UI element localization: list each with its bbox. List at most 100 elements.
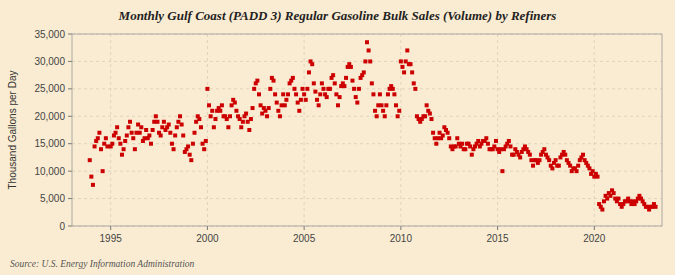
point bbox=[284, 98, 288, 102]
tick-mark bbox=[594, 226, 595, 230]
point bbox=[228, 114, 232, 118]
point bbox=[97, 131, 101, 135]
point bbox=[333, 81, 337, 85]
grid-line bbox=[72, 143, 662, 144]
point bbox=[96, 136, 100, 140]
tick-mark bbox=[304, 226, 305, 230]
point bbox=[331, 73, 335, 77]
point bbox=[189, 158, 193, 162]
axis-label: Thousand Gallons per Day bbox=[7, 71, 18, 190]
point bbox=[616, 197, 620, 201]
point bbox=[368, 59, 372, 63]
point bbox=[151, 128, 155, 132]
tick-mark bbox=[110, 226, 111, 230]
point bbox=[128, 120, 132, 124]
point bbox=[292, 87, 296, 91]
point bbox=[425, 103, 429, 107]
point bbox=[281, 92, 285, 96]
tick-mark bbox=[68, 61, 72, 62]
point bbox=[149, 142, 153, 146]
point bbox=[357, 87, 361, 91]
tick-mark bbox=[68, 226, 72, 227]
title: Monthly Gulf Coast (PADD 3) Regular Gaso… bbox=[118, 8, 557, 23]
point bbox=[654, 205, 658, 209]
tick-label: 35,000 bbox=[34, 29, 65, 40]
point bbox=[410, 70, 414, 74]
point bbox=[249, 117, 253, 121]
point bbox=[581, 153, 585, 157]
point bbox=[405, 48, 409, 52]
point bbox=[155, 120, 159, 124]
tick-mark bbox=[400, 226, 401, 230]
tick-mark bbox=[68, 198, 72, 199]
tick-mark bbox=[68, 34, 72, 35]
point bbox=[212, 125, 216, 129]
point bbox=[370, 81, 374, 85]
point bbox=[283, 103, 287, 107]
point bbox=[304, 98, 308, 102]
point bbox=[147, 133, 151, 137]
point bbox=[463, 147, 467, 151]
tick-mark bbox=[497, 226, 498, 230]
point bbox=[138, 131, 142, 135]
point bbox=[120, 153, 124, 157]
tick-label: 20,000 bbox=[34, 111, 65, 122]
point bbox=[275, 101, 279, 105]
point bbox=[154, 114, 158, 118]
point bbox=[470, 153, 474, 157]
point bbox=[500, 169, 504, 173]
point bbox=[299, 98, 303, 102]
grid-line bbox=[207, 34, 208, 226]
point bbox=[125, 133, 129, 137]
point bbox=[318, 92, 322, 96]
point bbox=[400, 65, 404, 69]
point bbox=[257, 92, 261, 96]
point bbox=[563, 153, 567, 157]
chart: 05,00010,00015,00020,00025,00030,00035,0… bbox=[0, 0, 675, 275]
background bbox=[0, 0, 675, 275]
point bbox=[365, 40, 369, 44]
point bbox=[413, 87, 417, 91]
point bbox=[162, 120, 166, 124]
point bbox=[130, 131, 134, 135]
grid-line bbox=[594, 34, 595, 226]
point bbox=[126, 125, 130, 129]
point bbox=[350, 79, 354, 83]
point bbox=[173, 133, 177, 137]
point bbox=[550, 166, 554, 170]
point bbox=[336, 103, 340, 107]
point bbox=[302, 92, 306, 96]
point bbox=[209, 114, 213, 118]
point bbox=[88, 158, 92, 162]
point bbox=[239, 125, 243, 129]
point bbox=[612, 191, 616, 195]
tick-label: 15,000 bbox=[34, 138, 65, 149]
point bbox=[310, 62, 314, 66]
point bbox=[431, 131, 435, 135]
point bbox=[167, 123, 171, 127]
point bbox=[220, 103, 224, 107]
point bbox=[286, 92, 290, 96]
point bbox=[144, 128, 148, 132]
point bbox=[380, 103, 384, 107]
point bbox=[575, 169, 579, 173]
grid-line bbox=[72, 116, 662, 117]
point bbox=[391, 87, 395, 91]
plot-frame bbox=[72, 34, 662, 226]
point bbox=[412, 81, 416, 85]
point bbox=[204, 139, 208, 143]
point bbox=[542, 147, 546, 151]
point bbox=[294, 92, 298, 96]
point bbox=[276, 109, 280, 113]
point bbox=[312, 81, 316, 85]
point bbox=[91, 183, 95, 187]
tick-mark bbox=[68, 88, 72, 89]
point bbox=[268, 87, 272, 91]
point bbox=[315, 98, 319, 102]
point bbox=[291, 76, 295, 80]
point bbox=[375, 114, 379, 118]
point bbox=[423, 114, 427, 118]
point bbox=[392, 92, 396, 96]
point bbox=[181, 133, 185, 137]
point bbox=[402, 70, 406, 74]
